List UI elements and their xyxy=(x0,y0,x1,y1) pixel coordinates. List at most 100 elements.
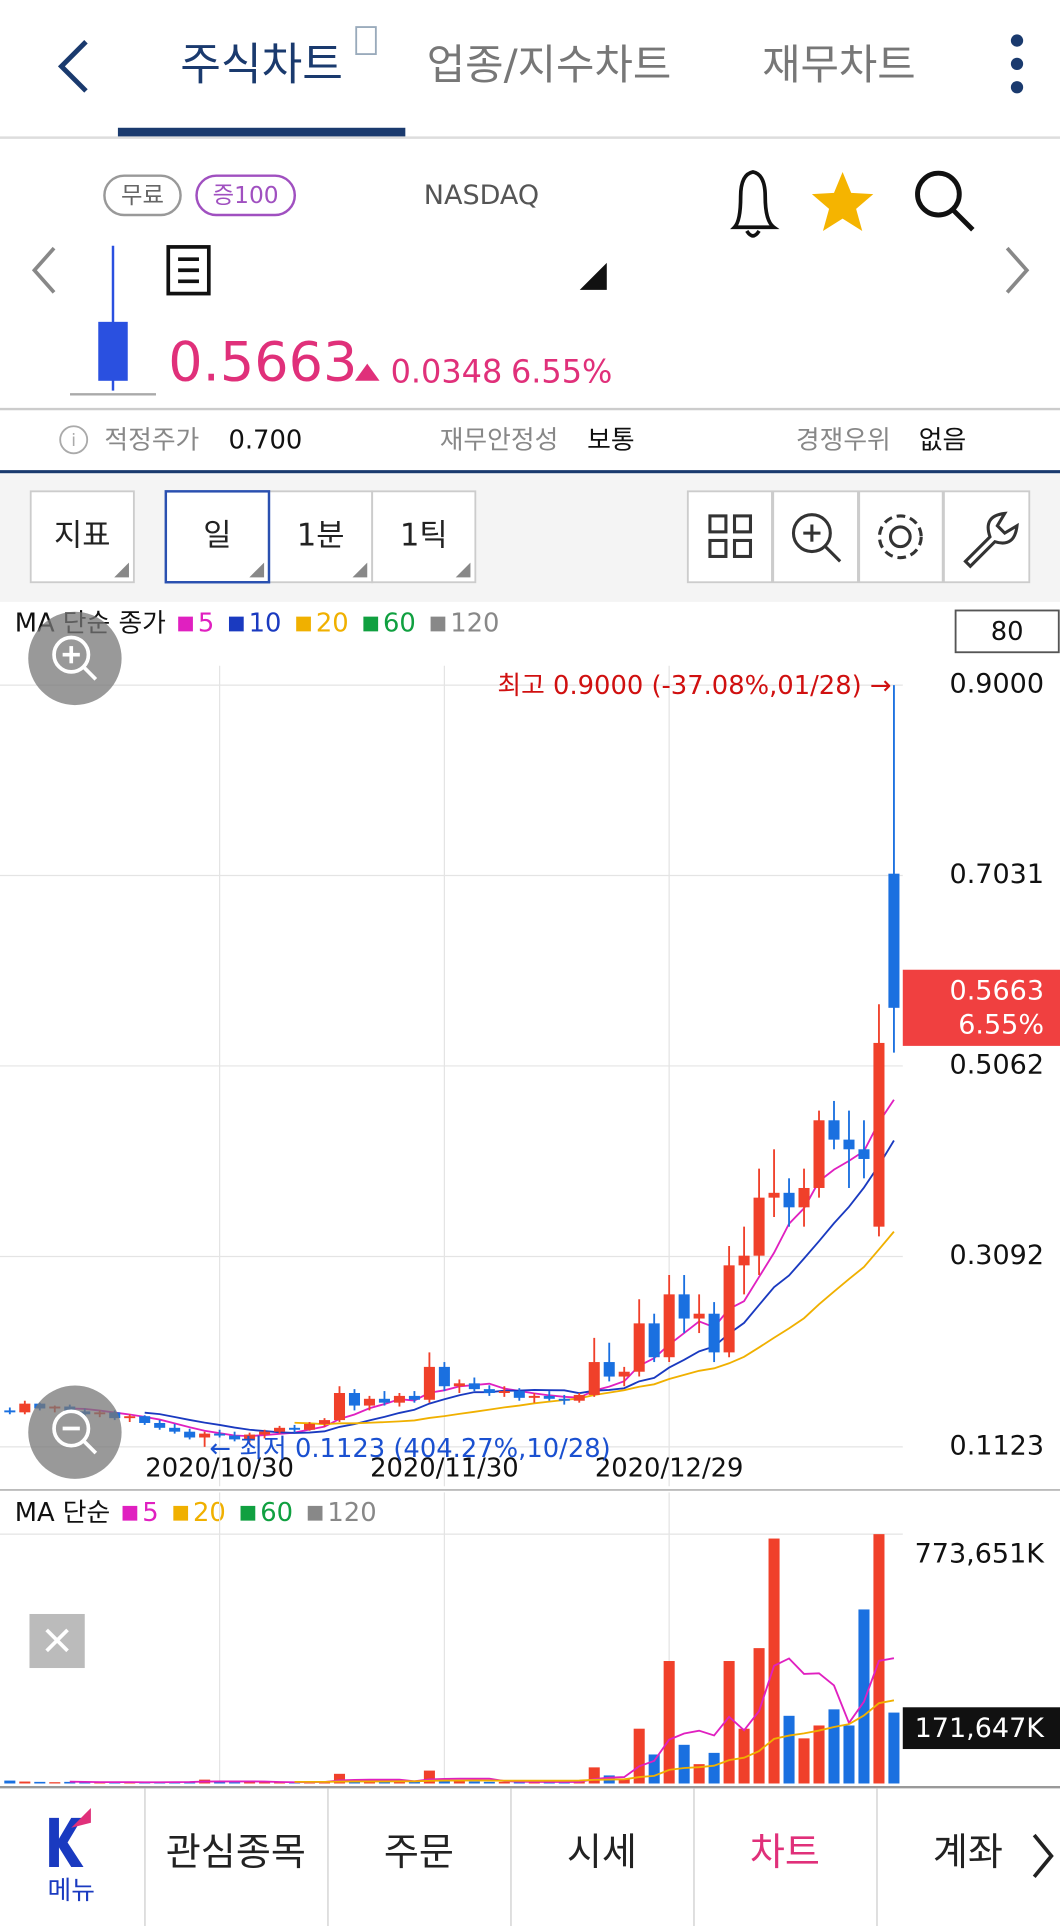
volume-bar xyxy=(813,1725,825,1784)
nav-separators xyxy=(144,1788,878,1926)
volume-bar xyxy=(888,1712,900,1784)
nav-item[interactable]: 관심종목 xyxy=(166,1830,306,1874)
volume-bar xyxy=(423,1770,435,1784)
candle-body xyxy=(873,1042,885,1227)
info-label: 재무안정성 xyxy=(440,425,559,455)
nav-item-active[interactable]: 차트 xyxy=(750,1830,820,1874)
nav-item[interactable]: 시세 xyxy=(567,1830,637,1874)
legend-label: 60 xyxy=(260,1498,293,1528)
candle-body xyxy=(154,1422,166,1428)
zoom-count-box[interactable] xyxy=(954,609,1060,654)
volume-bar xyxy=(408,1781,420,1784)
candle-body xyxy=(558,1398,570,1401)
legend-label: 120 xyxy=(450,608,499,638)
candle-body xyxy=(453,1383,465,1387)
volume-bar xyxy=(633,1728,645,1784)
candle-body xyxy=(768,1192,780,1198)
volume-bar xyxy=(49,1782,61,1784)
tab-active[interactable]: 주식차트 xyxy=(180,40,343,91)
market: NASDAQ xyxy=(424,180,539,211)
candle-body xyxy=(738,1255,750,1266)
tab[interactable]: 재무차트 xyxy=(762,40,916,89)
nav-item[interactable]: 계좌 xyxy=(933,1830,1003,1874)
candle-body xyxy=(573,1394,585,1401)
zoom-out[interactable] xyxy=(28,1385,122,1479)
button[interactable] xyxy=(29,490,135,584)
volume-bar xyxy=(393,1781,405,1784)
volume-bar xyxy=(513,1782,525,1784)
annotation-high: 최고 0.9000 (-37.08%,01/28) → xyxy=(497,671,891,701)
legend-swatch xyxy=(430,616,446,632)
legend-title: MA 단순 xyxy=(15,1498,111,1528)
zoom-in-icon xyxy=(52,635,98,681)
candle-body xyxy=(393,1395,405,1403)
candle-body xyxy=(618,1371,630,1377)
zoom-in[interactable] xyxy=(28,611,122,706)
candle-body xyxy=(19,1403,31,1413)
volume-bar xyxy=(588,1767,600,1784)
y-tick-label: 0.1123 xyxy=(950,1430,1045,1461)
last-change: 6.55% xyxy=(958,1010,1044,1041)
volume-bar xyxy=(648,1754,660,1784)
prev-stock[interactable] xyxy=(31,246,56,294)
candle-body xyxy=(603,1362,615,1377)
volume-bar xyxy=(483,1781,495,1784)
search-icon[interactable] xyxy=(915,170,975,232)
stock-list-icon[interactable] xyxy=(166,245,211,296)
candle-body xyxy=(468,1383,480,1390)
tab-underline xyxy=(117,127,406,138)
candle-body xyxy=(139,1416,151,1423)
legend-label: 20 xyxy=(193,1498,226,1528)
nav-item[interactable]: 메뉴 xyxy=(48,1876,95,1906)
button-label: 1분 xyxy=(297,518,345,553)
candle-body xyxy=(798,1187,810,1208)
legend-swatch xyxy=(363,616,379,632)
candle-body xyxy=(513,1391,525,1398)
more-menu[interactable] xyxy=(1010,34,1024,94)
nav-item[interactable]: 주문 xyxy=(384,1830,454,1874)
button-active[interactable] xyxy=(164,490,271,584)
info-value: 보통 xyxy=(587,425,634,455)
candle-body xyxy=(214,1433,226,1436)
next-stock[interactable] xyxy=(1005,246,1030,294)
candle-body xyxy=(843,1139,855,1150)
legend-swatch xyxy=(178,616,193,632)
volume-bar xyxy=(693,1764,705,1784)
x-tick-label: 2020/10/30 xyxy=(145,1454,294,1484)
annotation-low: ← 최저 0.1123 (404.27%,10/28) xyxy=(210,1434,611,1464)
volume-marker: 171,647K xyxy=(915,1713,1046,1744)
volume-bar xyxy=(229,1782,241,1784)
info-icon: i xyxy=(71,431,76,451)
legend-label: 10 xyxy=(249,608,282,638)
volume-bar xyxy=(259,1782,271,1784)
alert-icon[interactable] xyxy=(730,170,780,238)
logo[interactable] xyxy=(49,1817,84,1868)
y-tick-label: 0.3092 xyxy=(950,1240,1045,1271)
candle-body xyxy=(828,1120,840,1140)
ma-line xyxy=(69,1657,895,1784)
candle-body xyxy=(633,1323,645,1372)
candle-body xyxy=(363,1398,375,1406)
change-pct: 6.55% xyxy=(511,352,612,390)
candle-body xyxy=(169,1427,181,1432)
candle-body xyxy=(259,1431,271,1435)
tab[interactable]: 업종/지수차트 xyxy=(427,40,672,89)
info-icon[interactable] xyxy=(59,425,89,455)
candle-body xyxy=(813,1120,825,1188)
candle-body xyxy=(423,1366,435,1400)
volume-bar xyxy=(4,1780,16,1784)
volume-bar xyxy=(783,1715,795,1784)
button[interactable] xyxy=(268,490,374,584)
button-label: 지표 xyxy=(54,518,110,553)
nav-more[interactable] xyxy=(1032,1833,1054,1879)
volume-bar xyxy=(214,1781,226,1784)
candle-body xyxy=(528,1395,540,1398)
button[interactable] xyxy=(371,490,477,584)
candle-body xyxy=(229,1435,241,1440)
y-tick-label: 0.9000 xyxy=(950,669,1045,700)
back-button[interactable] xyxy=(57,40,88,93)
volume-bar xyxy=(843,1725,855,1784)
up-triangle xyxy=(354,363,380,381)
favorite-icon[interactable] xyxy=(811,171,874,231)
